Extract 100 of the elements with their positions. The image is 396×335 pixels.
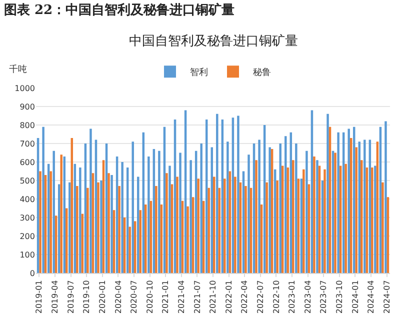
bar <box>255 160 258 273</box>
bar <box>266 182 268 273</box>
x-tick-label: 2020-01 <box>98 280 107 314</box>
bar <box>118 186 120 273</box>
bar <box>197 178 200 273</box>
bar <box>134 221 136 273</box>
bar <box>248 154 250 273</box>
x-tick-label: 2023-07 <box>319 280 328 314</box>
x-tick-label: 2023-10 <box>335 280 344 314</box>
bar <box>155 186 158 273</box>
chart-subtitle: 中国自智利及秘鲁进口铜矿量 <box>129 34 298 49</box>
bar <box>50 171 52 273</box>
bar <box>42 126 44 273</box>
x-tick-label: 2024-01 <box>350 280 360 314</box>
bar <box>176 176 178 273</box>
x-tick-label: 2021-01 <box>161 280 170 314</box>
bar <box>355 147 358 273</box>
bar <box>186 206 189 273</box>
bar <box>297 178 300 273</box>
bar <box>268 147 271 273</box>
y-tick-label: 300 <box>20 213 35 222</box>
y-axis-title: 千吨 <box>9 64 27 75</box>
x-tick-label: 2019-01 <box>34 280 44 314</box>
bar <box>284 136 287 273</box>
bar <box>39 171 42 273</box>
bar <box>337 132 340 273</box>
bar <box>237 116 240 273</box>
bar <box>166 173 168 273</box>
legend-label: 智利 <box>190 67 208 78</box>
bar <box>326 114 329 273</box>
x-tick-label: 2021-04 <box>176 280 186 314</box>
bar <box>295 144 298 273</box>
x-tick-label: 2019-10 <box>82 280 92 314</box>
bar <box>208 188 210 273</box>
y-tick-label: 1000 <box>14 84 35 93</box>
y-tick-label: 700 <box>20 139 35 148</box>
bar <box>168 166 171 273</box>
bar <box>302 169 305 273</box>
y-tick-label: 900 <box>20 102 35 112</box>
x-tick-label: 2019-07 <box>66 280 76 314</box>
x-tick-label: 2022-10 <box>272 280 281 314</box>
bar <box>334 152 336 273</box>
bar <box>344 164 347 273</box>
bar <box>79 168 82 273</box>
bar <box>90 128 92 273</box>
bar <box>179 152 182 273</box>
bar <box>76 186 78 273</box>
y-tick-label: 400 <box>20 194 35 204</box>
bar <box>52 150 55 273</box>
y-tick-label: 200 <box>20 232 35 241</box>
bar <box>60 154 62 273</box>
bar <box>68 182 71 273</box>
x-tick-label: 2022-04 <box>240 280 250 314</box>
chart-title: 图表 22：中国自智利及秘鲁进口铜矿量 <box>4 2 235 18</box>
bar <box>316 160 318 273</box>
x-tick-label: 2022-07 <box>256 280 266 314</box>
bar <box>292 160 294 273</box>
x-tick-label: 2020-10 <box>145 280 154 314</box>
bar <box>86 188 89 273</box>
bar <box>100 180 102 273</box>
bar <box>97 182 100 273</box>
bar <box>348 128 350 273</box>
bar <box>144 204 147 273</box>
y-tick-label: 600 <box>20 158 35 167</box>
bar <box>279 144 282 273</box>
bar <box>226 142 229 273</box>
x-tick-label: 2023-04 <box>303 280 312 314</box>
y-tick-label: 0 <box>30 268 35 278</box>
bar <box>148 156 150 273</box>
bar <box>274 169 276 273</box>
x-tick-label: 2020-07 <box>130 280 139 314</box>
y-tick-label: 800 <box>20 120 35 130</box>
x-tick-label: 2024-04 <box>366 280 376 314</box>
bar <box>374 166 376 273</box>
x-tick-label: 2024-07 <box>382 280 392 314</box>
bar <box>158 150 160 273</box>
bar <box>190 160 192 273</box>
y-tick-label: 100 <box>20 250 35 260</box>
bar <box>313 156 316 273</box>
bar <box>132 142 134 273</box>
bar <box>306 150 308 273</box>
bar <box>108 173 110 273</box>
bar <box>382 182 384 273</box>
bar <box>137 176 140 273</box>
bar <box>126 168 129 273</box>
bar <box>364 140 366 273</box>
bar <box>258 140 260 273</box>
bar <box>244 186 247 273</box>
bar <box>216 114 218 273</box>
bar <box>234 176 236 273</box>
x-tick-label: 2020-04 <box>114 280 123 314</box>
bar <box>110 174 113 273</box>
bar <box>128 226 131 273</box>
bar <box>324 169 326 273</box>
bar <box>200 144 202 273</box>
x-tick-label: 2019-04 <box>50 280 60 314</box>
bar <box>371 168 374 273</box>
bar <box>224 178 226 273</box>
x-tick-label: 2023-01 <box>288 280 297 314</box>
x-tick-label: 2021-07 <box>192 280 202 314</box>
